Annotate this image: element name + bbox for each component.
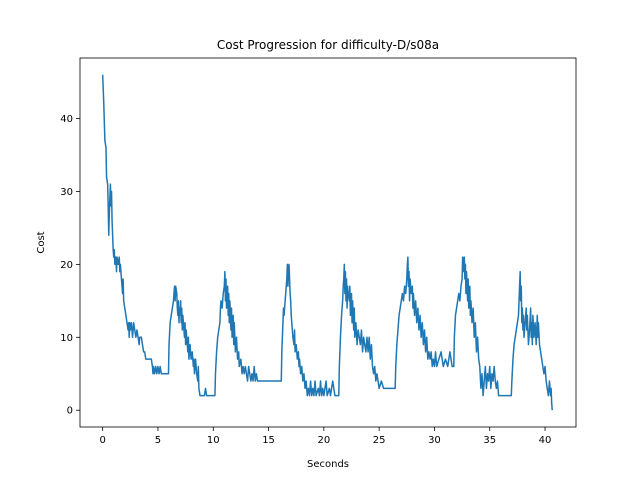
chart-title: Cost Progression for difficulty-D/s08a: [217, 38, 439, 52]
x-axis-label: Seconds: [307, 459, 349, 470]
x-tick-label: 10: [207, 435, 220, 446]
x-tick-label: 30: [428, 435, 441, 446]
x-tick-label: 15: [262, 435, 275, 446]
y-tick-label: 40: [60, 114, 73, 125]
y-tick-label: 30: [60, 187, 73, 198]
y-tick-label: 10: [60, 333, 73, 344]
y-tick-label: 0: [67, 406, 73, 417]
series-line-cost: [101, 74, 553, 411]
x-axis: 0 5 10 15 20 25 30 35 40: [99, 427, 551, 446]
y-tick-label: 20: [60, 260, 73, 271]
x-tick-label: 25: [373, 435, 386, 446]
x-tick-label: 0: [99, 435, 105, 446]
y-axis-label: Cost: [36, 231, 47, 253]
axes-frame: [79, 57, 577, 428]
y-axis: 0 10 20 30 40: [60, 114, 80, 417]
x-tick-label: 5: [155, 435, 161, 446]
x-tick-label: 40: [539, 435, 552, 446]
x-tick-label: 20: [317, 435, 330, 446]
plot-area: [79, 57, 577, 428]
x-tick-label: 35: [483, 435, 496, 446]
